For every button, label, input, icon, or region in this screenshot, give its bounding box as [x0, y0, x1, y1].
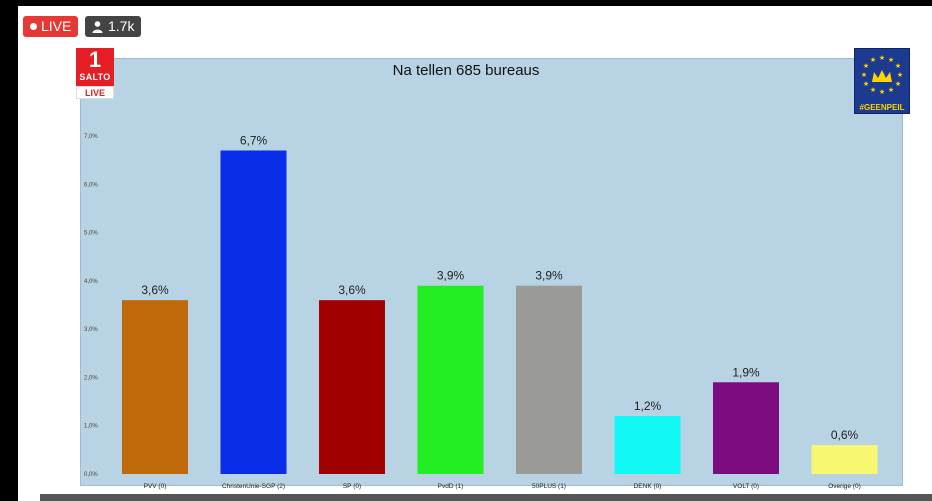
svg-text:★: ★ [895, 80, 901, 88]
y-tick-label: 2,0% [84, 375, 98, 381]
y-tick-label: 0,0% [84, 472, 98, 478]
bar [122, 300, 188, 474]
y-tick-label: 3,0% [84, 327, 98, 333]
svg-text:★: ★ [888, 86, 894, 94]
data-label: 6,7% [240, 133, 268, 147]
data-label: 3,6% [338, 283, 366, 297]
viewer-count-badge: 1.7k [85, 16, 142, 37]
left-border [0, 0, 18, 501]
star-circle-icon: ★ ★ ★ ★ ★ ★ ★ ★ ★ ★ ★ ★ [861, 54, 903, 96]
bar [614, 416, 681, 474]
svg-text:★: ★ [895, 62, 901, 70]
data-label: 3,9% [535, 269, 563, 283]
person-icon [92, 20, 103, 33]
y-tick-label: 4,0% [84, 279, 98, 285]
data-label: 3,9% [437, 269, 465, 283]
svg-text:★: ★ [870, 86, 876, 94]
salto-logo-number: 1 [88, 47, 102, 72]
crown-icon [872, 70, 892, 82]
x-tick-label: ChristenUnie-SGP (2) [222, 483, 285, 490]
data-label: 3,6% [141, 283, 169, 297]
bar [220, 150, 287, 474]
svg-text:★: ★ [888, 56, 894, 64]
live-label: LIVE [41, 18, 72, 34]
salto-logo-tag: LIVE [76, 86, 114, 99]
bar [811, 445, 878, 474]
x-tick-label: VOLT (0) [733, 483, 759, 490]
progress-bar[interactable] [40, 494, 932, 501]
y-tick-label: 1,0% [84, 424, 98, 430]
top-border [0, 0, 932, 6]
bar [319, 300, 385, 474]
geenpeil-hashtag: #GEENPEIL [859, 103, 905, 112]
svg-text:★: ★ [870, 56, 876, 64]
x-tick-label: PVV (0) [144, 483, 167, 490]
bar [713, 382, 779, 474]
data-label: 1,2% [634, 399, 662, 413]
svg-text:★: ★ [863, 80, 869, 88]
svg-text:★: ★ [861, 71, 867, 79]
salto-logo: 1 SALTO LIVE [76, 48, 114, 100]
x-tick-label: Overige (0) [828, 483, 861, 490]
svg-text:★: ★ [879, 54, 885, 62]
x-tick-label: SP (0) [343, 483, 361, 490]
y-tick-label: 7,0% [84, 134, 98, 140]
svg-text:★: ★ [879, 88, 885, 96]
svg-text:★: ★ [863, 62, 869, 70]
x-tick-label: 50PLUS (1) [532, 483, 566, 490]
salto-logo-name: SALTO [79, 72, 111, 82]
bar [417, 285, 484, 474]
x-tick-label: DENK (0) [634, 483, 662, 490]
y-tick-label: 6,0% [84, 182, 98, 188]
viewer-count: 1.7k [108, 18, 135, 34]
data-label: 0,6% [831, 428, 859, 442]
svg-text:★: ★ [897, 71, 903, 79]
chart-title: Na tellen 685 bureaus [392, 62, 540, 79]
live-dot-icon [30, 23, 37, 30]
x-tick-label: PvdD (1) [438, 483, 464, 490]
y-tick-label: 5,0% [84, 231, 98, 237]
bar [516, 285, 582, 474]
data-label: 1,9% [732, 365, 760, 379]
geenpeil-logo: ★ ★ ★ ★ ★ ★ ★ ★ ★ ★ ★ ★ #GEENPEIL [854, 48, 910, 114]
live-badge: LIVE [23, 16, 79, 37]
